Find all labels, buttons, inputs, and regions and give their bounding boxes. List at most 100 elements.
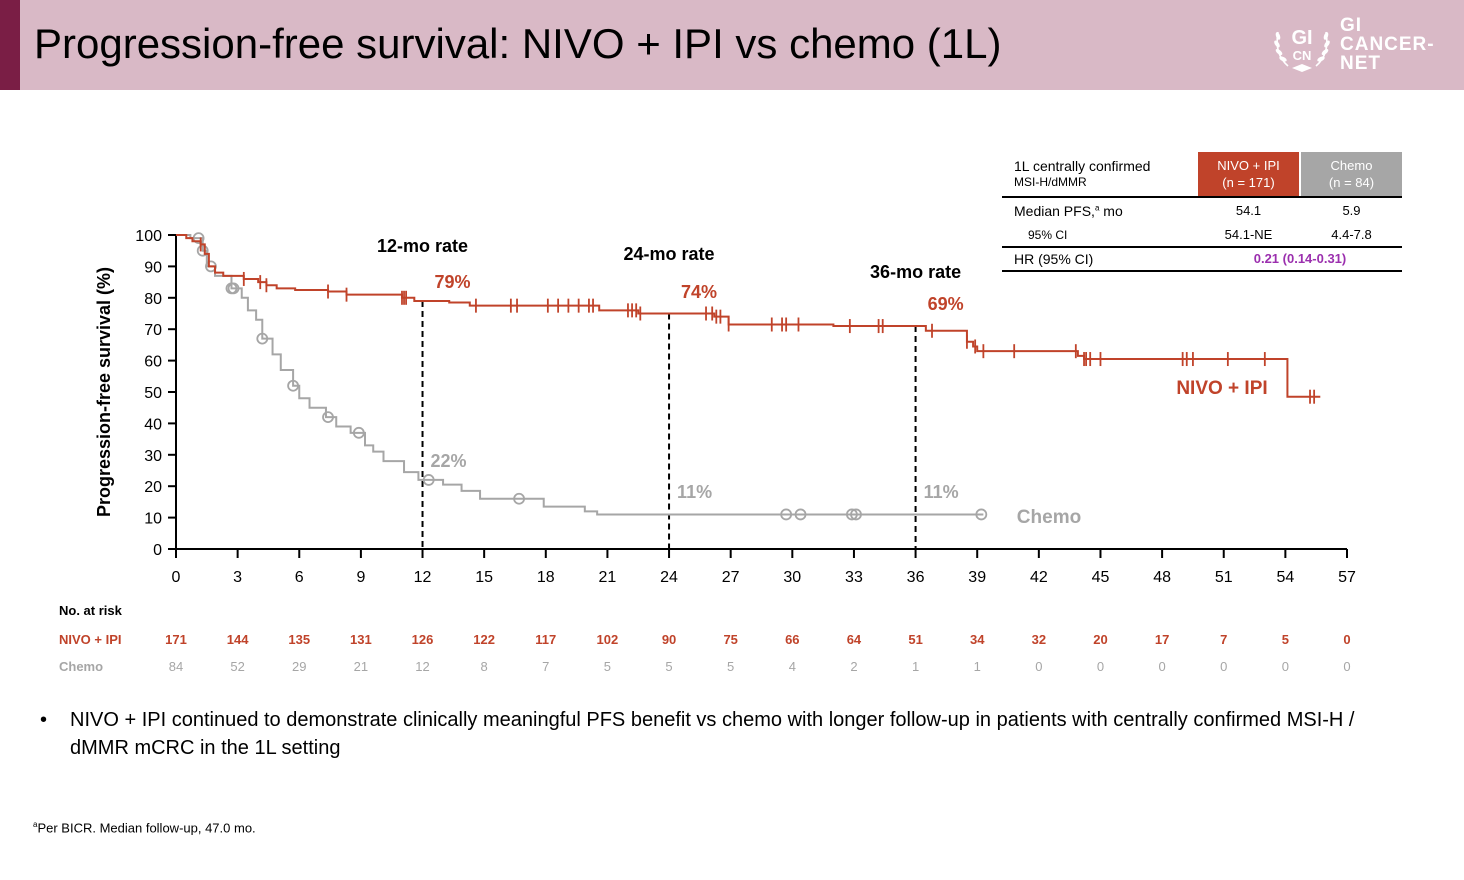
chemo-censor-mark bbox=[845, 508, 858, 521]
laurel-wreath-icon: GI CN bbox=[1274, 27, 1330, 72]
x-tick-label: 9 bbox=[356, 569, 365, 586]
title-bar: Progression-free survival: NIVO + IPI vs… bbox=[0, 0, 1464, 90]
nivo-curve bbox=[176, 234, 1321, 398]
footnote-text: Per BICR. Median follow-up, 47.0 mo. bbox=[37, 820, 256, 836]
risk-value: 7 bbox=[542, 659, 550, 674]
nivo-col-name: NIVO + IPI bbox=[1217, 158, 1280, 173]
logo-line-2: CANCER- bbox=[1340, 34, 1435, 55]
y-tick-label: 20 bbox=[144, 479, 162, 496]
risk-value: 102 bbox=[596, 632, 619, 647]
nivo-rate-12: 79% bbox=[435, 272, 471, 292]
chemo-censor-mark bbox=[322, 411, 334, 424]
x-tick-label: 24 bbox=[660, 569, 678, 586]
median-pfs-label: Median PFS,a mo bbox=[1014, 203, 1123, 219]
chemo-series-label: Chemo bbox=[1017, 507, 1081, 528]
x-tick-label: 39 bbox=[968, 569, 986, 586]
chemo-rate-36: 11% bbox=[924, 482, 959, 502]
chart-labels: 12-mo rate 79% 22% 24-mo rate 74% 11% 36-mo ra… bbox=[377, 236, 1268, 528]
risk-value: 66 bbox=[785, 632, 800, 647]
x-tick-label: 48 bbox=[1153, 569, 1171, 586]
risk-value: 51 bbox=[908, 632, 923, 647]
risk-value: 0 bbox=[1220, 659, 1228, 674]
x-tick-label: 57 bbox=[1338, 569, 1356, 586]
risk-value: 84 bbox=[168, 659, 184, 674]
summary-table-header: 1L centrally confirmed MSI-H/dMMR NIVO +… bbox=[1002, 152, 1402, 198]
y-tick-label: 60 bbox=[144, 354, 162, 371]
ci-chemo: 4.4-7.8 bbox=[1331, 227, 1372, 242]
chemo-censor-mark bbox=[975, 508, 988, 521]
x-tick-label: 21 bbox=[599, 569, 617, 586]
risk-value: 0 bbox=[1158, 659, 1166, 674]
risk-value: 0 bbox=[1096, 659, 1105, 674]
bullet-text: NIVO + IPI continued to demonstrate clin… bbox=[70, 709, 1355, 759]
nivo-rate-24: 74% bbox=[681, 282, 717, 302]
summary-table: 1L centrally confirmed MSI-H/dMMR NIVO +… bbox=[1002, 152, 1402, 272]
risk-value: 144 bbox=[226, 632, 249, 647]
risk-value: 7 bbox=[1220, 632, 1228, 647]
x-tick-label: 54 bbox=[1276, 569, 1294, 586]
risk-value: 75 bbox=[723, 632, 738, 647]
risk-value: 171 bbox=[165, 632, 187, 647]
risk-value: 0 bbox=[1281, 659, 1289, 674]
landmark-title-36: 36-mo rate bbox=[870, 262, 961, 282]
risk-value: 21 bbox=[353, 659, 369, 674]
svg-text:GI: GI bbox=[1291, 27, 1312, 49]
x-tick-label: 33 bbox=[845, 569, 863, 586]
footnote: aPer BICR. Median follow-up, 47.0 mo. bbox=[33, 820, 256, 835]
chemo-censor-mark bbox=[850, 508, 862, 521]
x-tick-label: 18 bbox=[537, 569, 555, 586]
risk-value: 8 bbox=[480, 659, 488, 674]
risk-value: 12 bbox=[415, 659, 430, 674]
hr-value: 0.21 (0.14-0.31) bbox=[1253, 251, 1347, 266]
ci-nivo: 54.1-NE bbox=[1224, 227, 1273, 242]
x-tick-label: 36 bbox=[907, 569, 925, 586]
chemo-col-name: Chemo bbox=[1330, 158, 1373, 173]
risk-value: 64 bbox=[846, 632, 862, 647]
risk-value: 1 bbox=[911, 659, 920, 674]
ci-row: 95% CI 54.1-NE 4.4-7.8 bbox=[1002, 222, 1402, 246]
risk-value: 1 bbox=[973, 659, 981, 674]
logo-wordmark: GI CANCER- NET bbox=[1340, 16, 1435, 73]
risk-table-title: No. at risk bbox=[59, 603, 122, 618]
svg-text:CN: CN bbox=[1293, 48, 1312, 63]
risk-value: 90 bbox=[661, 632, 677, 647]
chemo-col-n: (n = 84) bbox=[1328, 175, 1375, 190]
landmark-title-24: 24-mo rate bbox=[624, 244, 715, 264]
y-tick-label: 10 bbox=[144, 511, 162, 528]
nivo-col-n: (n = 171) bbox=[1222, 175, 1275, 190]
risk-row-label: NIVO + IPI bbox=[59, 632, 122, 647]
chemo-censor-mark bbox=[256, 332, 269, 345]
chemo-censor-mark bbox=[513, 492, 525, 505]
footnote-marker: a bbox=[33, 820, 38, 829]
x-tick-label: 27 bbox=[722, 569, 740, 586]
logo-line-1: GI bbox=[1340, 15, 1363, 36]
y-tick-label: 80 bbox=[144, 291, 162, 308]
risk-value: 29 bbox=[292, 659, 307, 674]
risk-value: 122 bbox=[473, 632, 495, 647]
median-pfs-nivo: 54.1 bbox=[1235, 203, 1262, 218]
risk-row-label: Chemo bbox=[59, 659, 104, 674]
risk-value: 5 bbox=[727, 659, 735, 674]
population-label: 1L centrally confirmed MSI-H/dMMR bbox=[1014, 158, 1150, 190]
chemo-censor-mark bbox=[780, 508, 793, 521]
population-label-main: 1L centrally confirmed bbox=[1014, 158, 1151, 174]
y-tick-label: 30 bbox=[144, 448, 162, 465]
risk-value: 5 bbox=[665, 659, 673, 674]
y-tick-label: 50 bbox=[144, 385, 162, 402]
y-tick-label: 90 bbox=[144, 259, 162, 276]
chemo-censor-mark bbox=[287, 379, 300, 392]
y-tick-label: 0 bbox=[153, 542, 162, 559]
median-pfs-row: Median PFS,a mo 54.1 5.9 bbox=[1002, 198, 1402, 222]
x-tick-label: 30 bbox=[783, 569, 801, 586]
risk-value: 126 bbox=[411, 632, 434, 647]
logo-line-3: NET bbox=[1340, 53, 1381, 74]
landmark-title-12: 12-mo rate bbox=[377, 236, 468, 256]
hazard-ratio-row: HR (95% CI) 0.21 (0.14-0.31) bbox=[1002, 246, 1402, 272]
chemo-censor-mark bbox=[352, 426, 365, 439]
risk-value: 0 bbox=[1343, 659, 1351, 674]
chemo-rate-12: 22% bbox=[431, 451, 467, 471]
risk-value: 20 bbox=[1093, 632, 1108, 647]
chemo-censor-mark bbox=[227, 282, 240, 295]
risk-value: 5 bbox=[1281, 632, 1289, 647]
